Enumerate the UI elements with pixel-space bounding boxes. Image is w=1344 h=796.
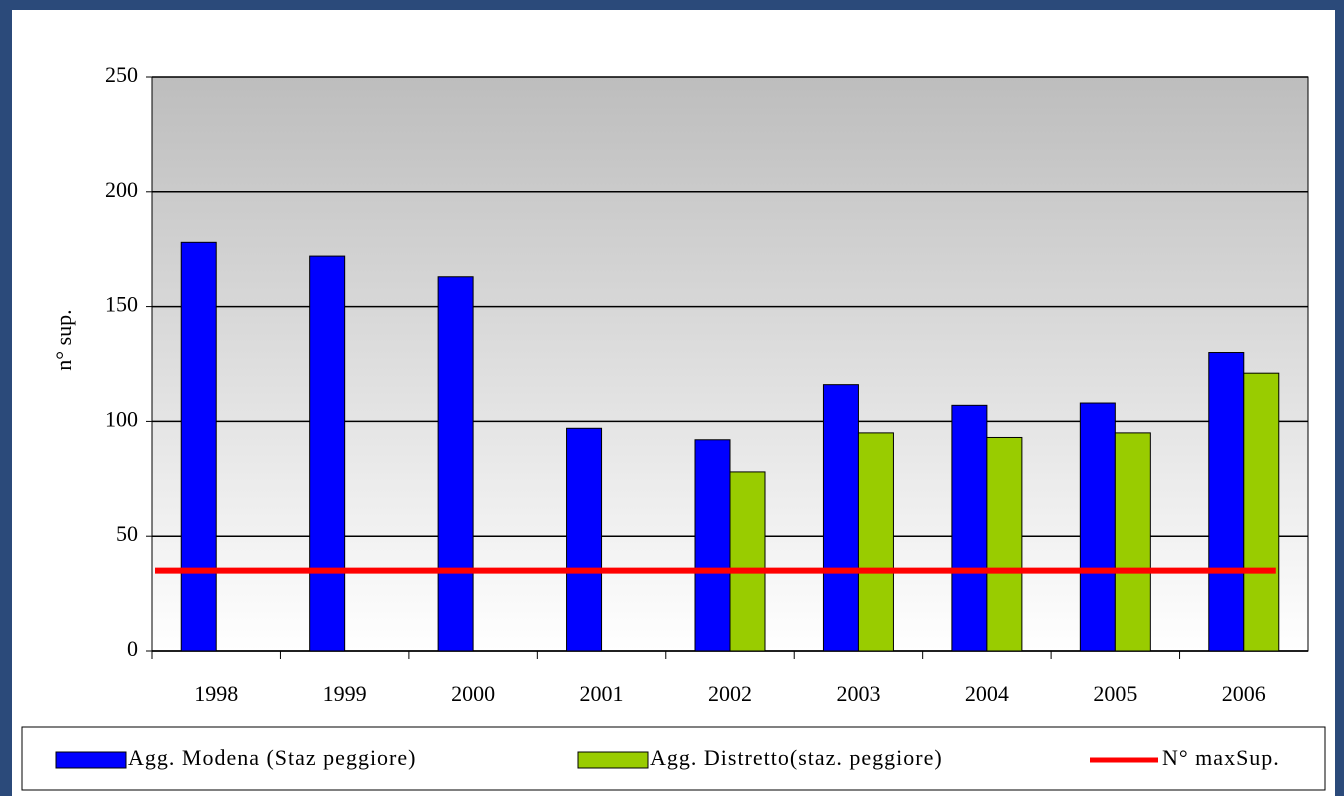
y-tick-label: 200 xyxy=(105,177,138,202)
y-tick-label: 100 xyxy=(105,406,138,431)
bar xyxy=(986,436,1023,652)
x-tick-label: 2003 xyxy=(836,681,880,706)
bar xyxy=(694,439,731,652)
y-tick-label: 250 xyxy=(105,62,138,87)
legend-label: Agg. Distretto(staz. peggiore) xyxy=(650,745,943,770)
y-tick-label: 50 xyxy=(116,521,138,546)
x-tick-label: 2004 xyxy=(965,681,1009,706)
x-tick-label: 1999 xyxy=(323,681,367,706)
legend-swatch xyxy=(577,751,649,769)
bar xyxy=(729,471,766,652)
bar xyxy=(1079,402,1116,652)
bar xyxy=(1114,432,1151,652)
bar xyxy=(437,276,474,652)
legend-label: Agg. Modena (Staz peggiore) xyxy=(128,745,416,770)
bar xyxy=(951,404,988,652)
x-tick-label: 1998 xyxy=(194,681,238,706)
x-tick-label: 2006 xyxy=(1222,681,1266,706)
bar xyxy=(1208,352,1245,652)
bar xyxy=(566,427,603,652)
bar xyxy=(822,384,859,652)
bar xyxy=(857,432,894,652)
x-tick-label: 2002 xyxy=(708,681,752,706)
y-tick-label: 0 xyxy=(127,636,138,661)
x-tick-label: 2000 xyxy=(451,681,495,706)
x-tick-label: 2001 xyxy=(580,681,624,706)
y-axis-label: n° sup. xyxy=(51,309,76,370)
y-tick-label: 150 xyxy=(105,292,138,317)
x-tick-label: 2005 xyxy=(1093,681,1137,706)
legend-swatch xyxy=(55,751,127,769)
bar xyxy=(309,255,346,652)
legend-label: N° maxSup. xyxy=(1162,745,1280,770)
bar xyxy=(180,241,217,652)
bar xyxy=(1243,372,1280,652)
